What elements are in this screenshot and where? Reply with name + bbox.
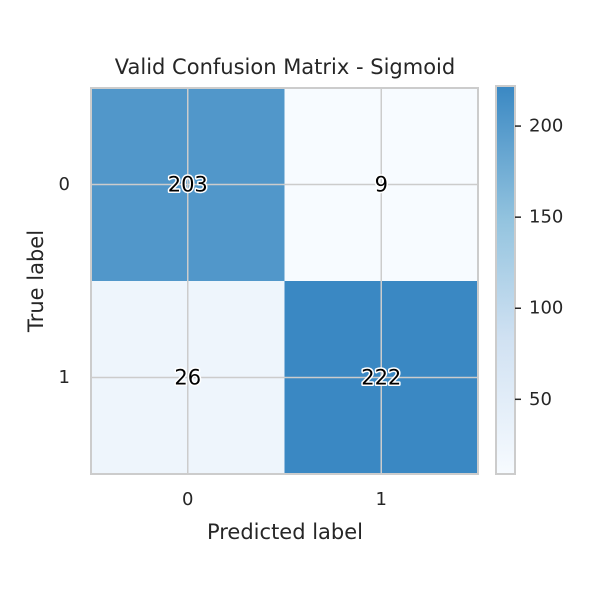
y-tick-0: 0 <box>59 174 70 195</box>
x-tick-1: 1 <box>376 489 387 510</box>
colorbar-tick-label-2: 150 <box>529 207 563 228</box>
cell-label-0-0: 203 <box>168 173 208 197</box>
cell-label-1-0: 26 <box>174 366 201 390</box>
y-tick-labels: 01 <box>59 174 70 388</box>
colorbar-ticks: 50 100 150 200 <box>515 116 563 410</box>
colorbar-tick-label-1: 100 <box>529 298 563 319</box>
x-axis-label: Predicted label <box>207 520 363 544</box>
plot-frame <box>90 87 479 475</box>
chart-title: Valid Confusion Matrix - Sigmoid <box>115 55 455 79</box>
gridlines <box>91 88 478 474</box>
heatmap-cells <box>91 88 478 474</box>
colorbar-tick-label-0: 50 <box>529 389 552 410</box>
cell-label-1-1: 222 <box>361 366 401 390</box>
cell-label-0-1: 9 <box>375 173 388 197</box>
cell-labels: 203 9 26 222 <box>166 171 403 391</box>
colorbar-tick-label-3: 200 <box>529 116 563 137</box>
y-axis-label: True label <box>24 230 48 333</box>
x-tick-0: 0 <box>182 489 193 510</box>
y-tick-1: 1 <box>59 367 70 388</box>
colorbar <box>495 85 516 475</box>
